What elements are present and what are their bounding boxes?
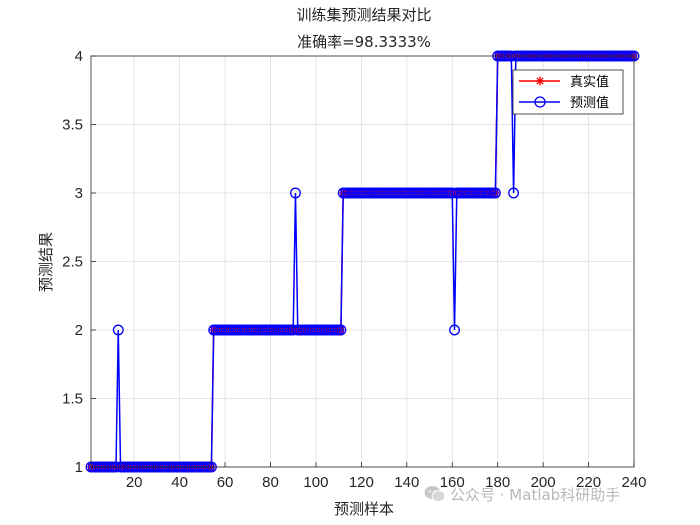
x-tick-label: 20 xyxy=(126,474,143,491)
legend-pred-label: 预测值 xyxy=(570,95,609,111)
x-tick-label: 80 xyxy=(262,474,279,491)
pred-point xyxy=(112,324,124,336)
y-axis-label: 预测结果 xyxy=(37,232,55,292)
x-axis-label: 预测样本 xyxy=(334,500,394,518)
plot-frame xyxy=(90,55,635,468)
series-pred xyxy=(85,50,640,473)
legend-asterisk-marker xyxy=(535,76,545,86)
x-tick-label: 60 xyxy=(217,474,234,491)
y-tick-label: 1.5 xyxy=(62,391,83,408)
wechat-icon xyxy=(424,486,446,502)
legend-true-label: 真实值 xyxy=(570,74,609,90)
x-tick-label: 200 xyxy=(531,474,556,491)
x-tick-label: 140 xyxy=(394,474,419,491)
y-tick-label: 4 xyxy=(75,48,83,65)
y-tick-label: 2.5 xyxy=(62,254,83,271)
chart-subtitle: 准确率=98.3333% xyxy=(297,33,431,51)
pred-point xyxy=(489,187,501,199)
x-tick-label: 120 xyxy=(349,474,374,491)
x-tick-label: 240 xyxy=(621,474,646,491)
pred-point xyxy=(449,324,460,336)
watermark-text: 公众号 · Matlab科研助手 xyxy=(450,486,621,504)
legend-circle-marker xyxy=(534,96,546,108)
pred-point xyxy=(335,324,347,336)
y-tick-label: 1 xyxy=(75,459,83,476)
pred-point xyxy=(290,187,301,199)
axis-ticks: 20 40 60 80 100 120 140 160 180 200 220 240 1 1.5 2 2.5… xyxy=(62,48,646,491)
watermark: 公众号 · Matlab科研助手 xyxy=(424,484,620,505)
x-tick-label: 180 xyxy=(485,474,510,491)
legend-box xyxy=(512,69,624,115)
y-tick-label: 2 xyxy=(75,322,83,339)
pred-point xyxy=(508,187,520,199)
chart-title: 训练集预测结果对比 xyxy=(296,6,431,24)
x-tick-label: 100 xyxy=(303,474,328,491)
x-tick-label: 40 xyxy=(171,474,188,491)
y-tick-label: 3 xyxy=(75,185,83,202)
y-tick-label: 3.5 xyxy=(62,117,83,134)
x-tick-label: 160 xyxy=(440,474,465,491)
x-tick-label: 220 xyxy=(576,474,601,491)
legend: 真实值 预测值 xyxy=(512,69,624,115)
